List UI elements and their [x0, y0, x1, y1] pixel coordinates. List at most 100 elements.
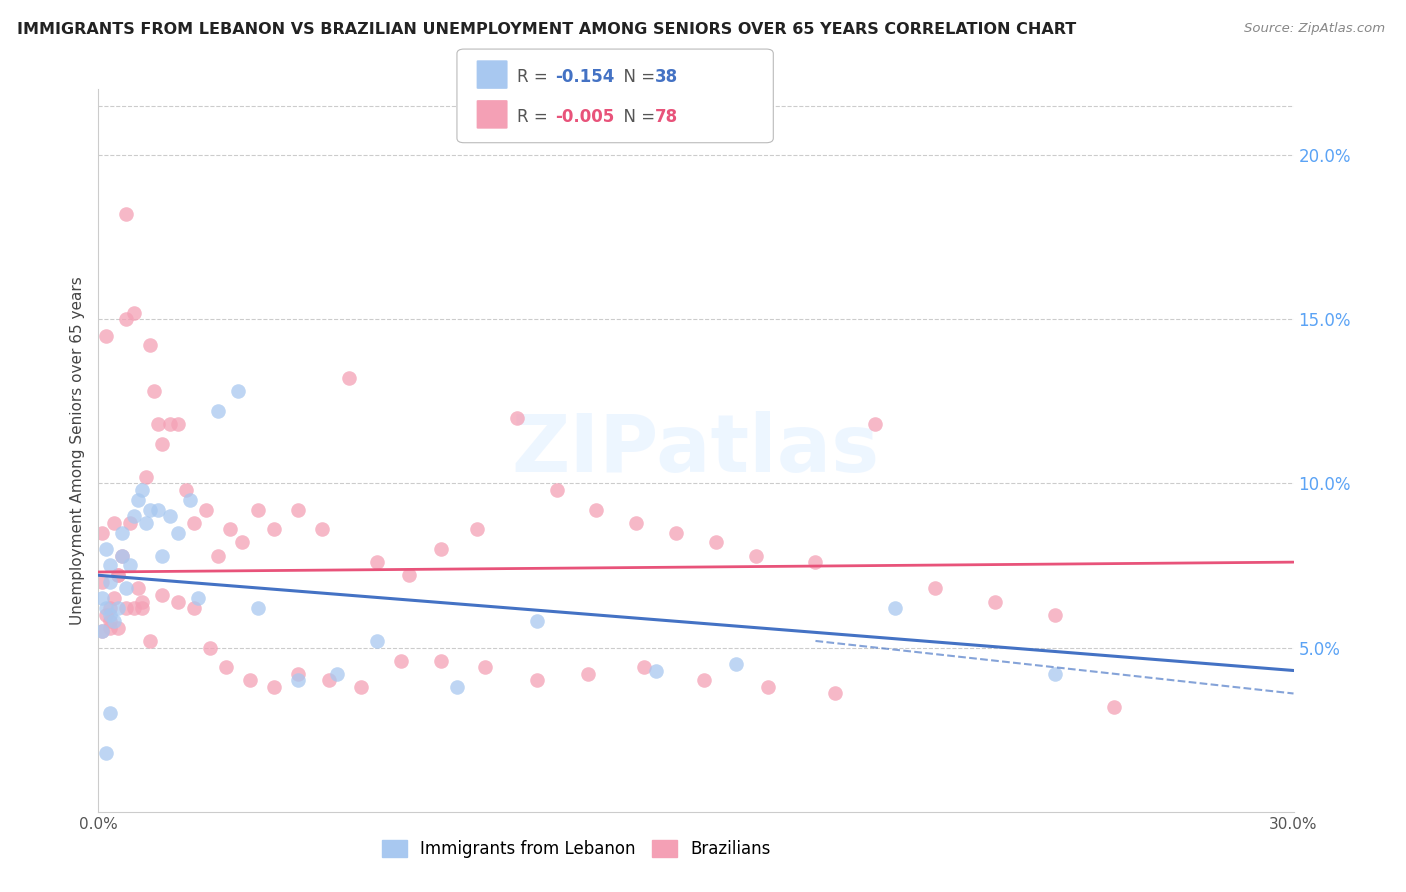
Point [120, 558, 142, 573]
Point [318, 673, 340, 688]
Point [96, 746, 118, 760]
Point [824, 686, 846, 700]
Legend: Immigrants from Lebanon, Brazilians: Immigrants from Lebanon, Brazilians [375, 833, 778, 865]
Point [239, 673, 262, 688]
Point [226, 384, 249, 399]
Point [107, 601, 129, 615]
Point [103, 591, 125, 606]
Point [120, 516, 142, 530]
Point [96, 328, 118, 343]
Point [704, 535, 727, 549]
Point [98, 614, 122, 628]
Text: ZIPatlas: ZIPatlas [512, 411, 880, 490]
Point [665, 525, 688, 540]
Point [578, 666, 600, 681]
Point [366, 555, 388, 569]
Point [183, 601, 205, 615]
Point [526, 673, 548, 688]
Point [96, 541, 118, 556]
Point [115, 601, 138, 615]
Point [645, 664, 668, 678]
Point [139, 502, 162, 516]
Text: -0.005: -0.005 [555, 108, 614, 126]
Point [506, 410, 529, 425]
Point [246, 502, 269, 516]
Point [287, 502, 309, 516]
Point [207, 549, 229, 563]
Text: IMMIGRANTS FROM LEBANON VS BRAZILIAN UNEMPLOYMENT AMONG SENIORS OVER 65 YEARS CO: IMMIGRANTS FROM LEBANON VS BRAZILIAN UNE… [17, 22, 1076, 37]
Point [231, 535, 253, 549]
Point [167, 594, 190, 608]
Text: -0.154: -0.154 [555, 69, 614, 87]
Point [111, 549, 134, 563]
Point [150, 549, 173, 563]
Point [756, 680, 779, 694]
Point [107, 621, 129, 635]
Point [693, 673, 716, 688]
Point [187, 591, 209, 606]
Point [366, 634, 388, 648]
Point [984, 594, 1007, 608]
Point [91, 624, 114, 639]
Point [263, 522, 285, 536]
Point [389, 654, 412, 668]
Point [131, 601, 153, 615]
Point [115, 207, 138, 221]
Text: R =: R = [517, 69, 554, 87]
Point [311, 522, 333, 536]
Point [135, 516, 157, 530]
Point [924, 582, 946, 596]
Point [207, 404, 229, 418]
Point [546, 483, 568, 497]
Point [115, 582, 138, 596]
Point [1043, 666, 1066, 681]
Point [804, 555, 827, 569]
Point [287, 673, 309, 688]
Text: R =: R = [517, 108, 554, 126]
Point [183, 516, 205, 530]
Point [263, 680, 285, 694]
Point [219, 522, 242, 536]
Point [526, 614, 548, 628]
Text: Source: ZipAtlas.com: Source: ZipAtlas.com [1244, 22, 1385, 36]
Point [215, 660, 238, 674]
Point [91, 624, 114, 639]
Point [167, 525, 190, 540]
Point [135, 469, 157, 483]
Point [148, 502, 170, 516]
Point [98, 621, 122, 635]
Point [585, 502, 607, 516]
Point [96, 601, 118, 615]
Point [124, 509, 146, 524]
Point [724, 657, 747, 671]
Point [127, 582, 149, 596]
Point [107, 568, 129, 582]
Point [246, 601, 269, 615]
Point [127, 492, 149, 507]
Point [139, 338, 162, 352]
Point [98, 601, 122, 615]
Point [150, 588, 173, 602]
Point [430, 541, 453, 556]
Point [339, 371, 361, 385]
Point [111, 549, 134, 563]
Point [131, 483, 153, 497]
Text: N =: N = [613, 108, 661, 126]
Point [1104, 699, 1126, 714]
Point [159, 417, 181, 432]
Point [124, 305, 146, 319]
Point [159, 509, 181, 524]
Point [91, 591, 114, 606]
Point [148, 417, 170, 432]
Point [103, 614, 125, 628]
Point [174, 483, 197, 497]
Point [131, 594, 153, 608]
Point [98, 706, 122, 721]
Point [884, 601, 907, 615]
Point [195, 502, 218, 516]
Point [96, 607, 118, 622]
Point [98, 607, 122, 622]
Point [474, 660, 496, 674]
Text: N =: N = [613, 69, 661, 87]
Point [98, 574, 122, 589]
